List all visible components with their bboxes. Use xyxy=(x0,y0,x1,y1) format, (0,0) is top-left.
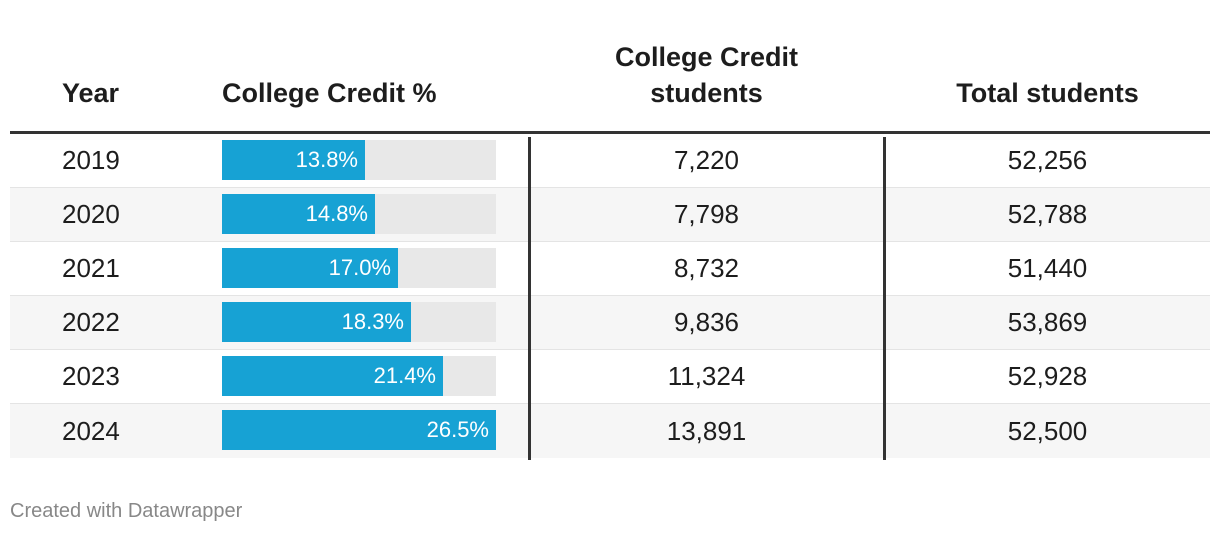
total-students-cell: 51,440 xyxy=(1007,253,1088,283)
header-year[interactable]: Year xyxy=(62,78,120,108)
total-students-cell: 52,928 xyxy=(1007,361,1088,391)
bar-track: 13.8% xyxy=(222,140,496,180)
bar-fill: 17.0% xyxy=(222,248,398,288)
column-divider xyxy=(883,137,886,460)
bar-value-label: 13.8% xyxy=(295,147,358,172)
year-cell: 2021 xyxy=(62,253,120,283)
bar-value-label: 21.4% xyxy=(373,363,436,388)
header-total-students[interactable]: Total students xyxy=(956,78,1139,108)
bar-fill: 26.5% xyxy=(222,410,496,450)
college-credit-students-cell: 7,798 xyxy=(673,199,740,229)
bar-track: 14.8% xyxy=(222,194,496,234)
college-credit-students-cell: 8,732 xyxy=(673,253,740,283)
header-cc-line2: students xyxy=(650,78,763,108)
table-header: Year College Credit % College Credit stu… xyxy=(10,0,1210,134)
college-credit-students-cell: 11,324 xyxy=(667,361,746,391)
table-row: 2023 21.4% 11,324 52,928 xyxy=(10,350,1210,404)
table-row: 2022 18.3% 9,836 53,869 xyxy=(10,296,1210,350)
total-students-cell: 53,869 xyxy=(1007,307,1088,337)
total-students-cell: 52,500 xyxy=(1007,415,1088,446)
table-row: 2019 13.8% 7,220 52,256 xyxy=(10,134,1210,188)
table-row: 2020 14.8% 7,798 52,788 xyxy=(10,188,1210,242)
bar-fill: 13.8% xyxy=(222,140,365,180)
college-credit-students-cell: 7,220 xyxy=(673,145,740,175)
header-college-credit-pct[interactable]: College Credit % xyxy=(222,78,437,108)
bar-value-label: 14.8% xyxy=(305,201,368,226)
header-college-credit-students[interactable]: College Credit students xyxy=(530,39,883,111)
column-divider xyxy=(528,137,531,460)
college-credit-students-cell: 13,891 xyxy=(666,415,747,446)
bar-fill: 21.4% xyxy=(222,356,443,396)
year-cell: 2022 xyxy=(62,307,120,337)
bar-track: 26.5% xyxy=(222,410,496,450)
footer-credit: Created with Datawrapper xyxy=(10,500,243,522)
year-cell: 2023 xyxy=(62,361,120,391)
college-credit-students-cell: 9,836 xyxy=(673,307,740,337)
bar-track: 18.3% xyxy=(222,302,496,342)
year-cell: 2024 xyxy=(62,415,120,446)
total-students-cell: 52,256 xyxy=(1007,145,1088,175)
bar-track: 17.0% xyxy=(222,248,496,288)
table-row: 2024 26.5% 13,891 52,500 xyxy=(10,404,1210,458)
header-cc-line1: College Credit xyxy=(614,42,799,72)
year-cell: 2019 xyxy=(62,145,120,175)
total-students-cell: 52,788 xyxy=(1007,199,1088,229)
data-table: Year College Credit % College Credit stu… xyxy=(10,0,1210,458)
bar-value-label: 18.3% xyxy=(341,309,404,334)
table-body: 2019 13.8% 7,220 52,256 2020 14.8% 7,798 52,788… xyxy=(10,134,1210,458)
year-cell: 2020 xyxy=(62,199,120,229)
bar-fill: 18.3% xyxy=(222,302,411,342)
bar-fill: 14.8% xyxy=(222,194,375,234)
bar-track: 21.4% xyxy=(222,356,496,396)
bar-value-label: 17.0% xyxy=(328,255,391,280)
bar-value-label: 26.5% xyxy=(426,417,489,442)
table-row: 2021 17.0% 8,732 51,440 xyxy=(10,242,1210,296)
